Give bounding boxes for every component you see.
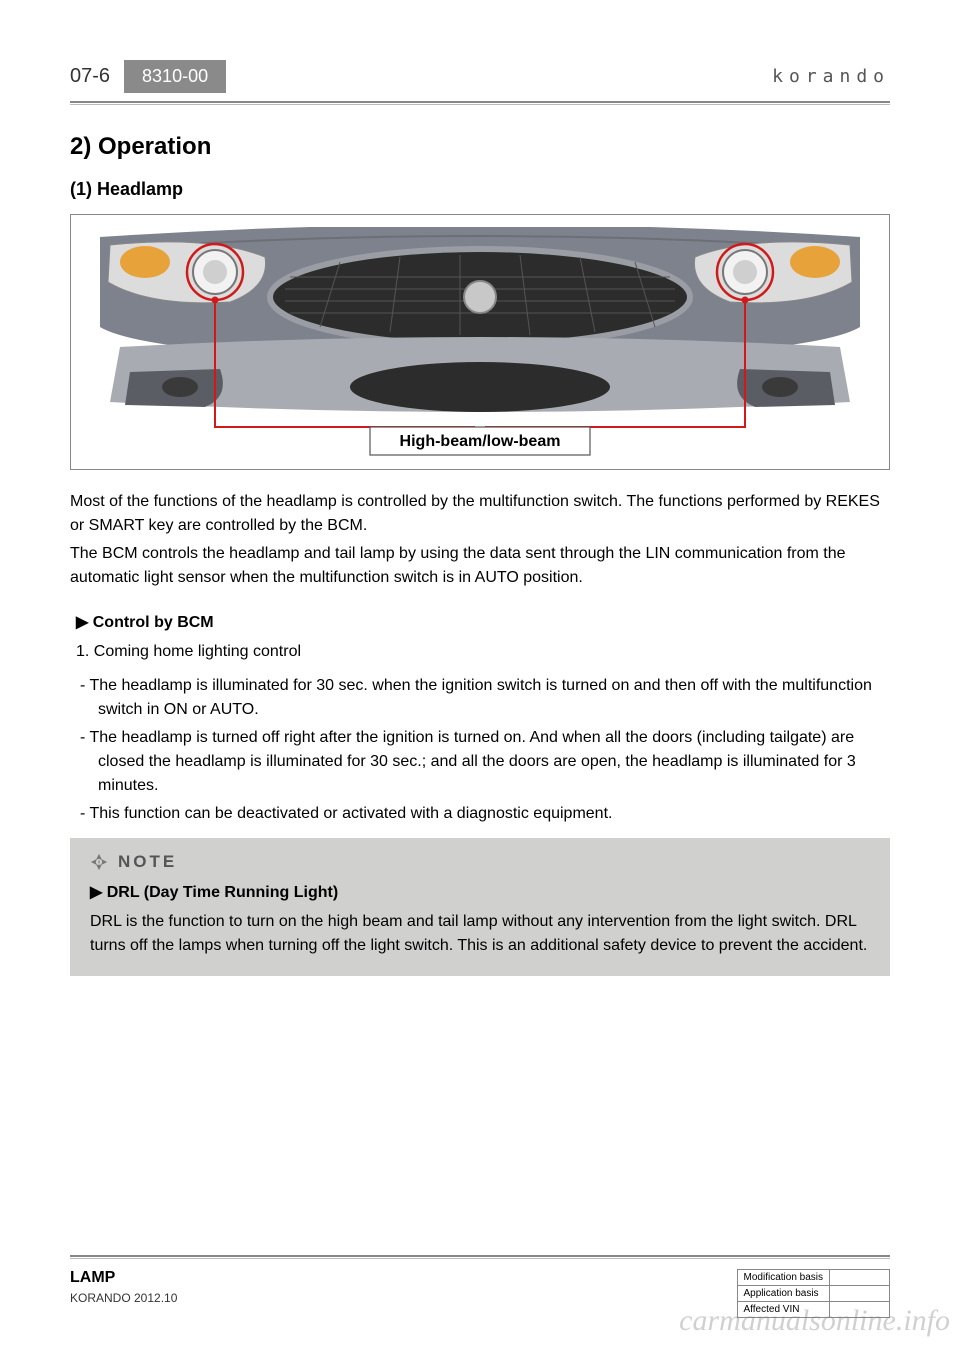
footer-left: LAMP KORANDO 2012.10	[70, 1269, 177, 1305]
headlamp-figure: High-beam/low-beam	[70, 214, 890, 470]
paragraph-2: The BCM controls the headlamp and tail l…	[70, 542, 890, 590]
note-header: ! NOTE	[90, 852, 870, 872]
figure-label: High-beam/low-beam	[400, 433, 561, 450]
footer-rule	[70, 1255, 890, 1259]
vehicle-front-illustration: High-beam/low-beam	[83, 227, 877, 457]
note-icon: !	[90, 853, 108, 871]
table-value	[830, 1286, 890, 1302]
table-label: Application basis	[737, 1286, 829, 1302]
table-row: Modification basis	[737, 1270, 889, 1286]
brand-logo: korando	[772, 66, 890, 87]
bullet-3: This function can be deactivated or acti…	[80, 802, 890, 826]
table-value	[830, 1270, 890, 1286]
control-by-bcm-heading: ▶ Control by BCM	[70, 612, 890, 632]
bullet-1: The headlamp is illuminated for 30 sec. …	[80, 674, 890, 722]
footer-category: LAMP	[70, 1269, 177, 1287]
watermark: carmanualsonline.info	[679, 1304, 950, 1338]
header-left: 07-6 8310-00	[70, 60, 226, 93]
note-box: ! NOTE ▶ DRL (Day Time Running Light) DR…	[70, 838, 890, 976]
intro-paragraphs: Most of the functions of the headlamp is…	[70, 490, 890, 590]
item-text: Coming home lighting control	[94, 643, 301, 660]
note-subheading: ▶ DRL (Day Time Running Light)	[90, 882, 870, 902]
table-row: Application basis	[737, 1286, 889, 1302]
note-label: NOTE	[118, 852, 177, 872]
page-number: 07-6	[70, 65, 124, 88]
header-rule	[70, 101, 890, 105]
section-title: 2) Operation	[70, 133, 890, 161]
page-header: 07-6 8310-00 korando	[70, 60, 890, 93]
note-body: DRL is the function to turn on the high …	[90, 910, 870, 958]
subsection-title: (1) Headlamp	[70, 179, 890, 200]
item-number: 1.	[76, 643, 89, 660]
section-code-badge: 8310-00	[124, 60, 226, 93]
paragraph-1: Most of the functions of the headlamp is…	[70, 490, 890, 538]
bullet-list: The headlamp is illuminated for 30 sec. …	[70, 674, 890, 826]
footer-doc: KORANDO 2012.10	[70, 1291, 177, 1305]
bullet-2: The headlamp is turned off right after t…	[80, 726, 890, 798]
svg-text:!: !	[98, 860, 100, 866]
table-label: Modification basis	[737, 1270, 829, 1286]
numbered-item-1: 1. Coming home lighting control	[70, 640, 890, 664]
